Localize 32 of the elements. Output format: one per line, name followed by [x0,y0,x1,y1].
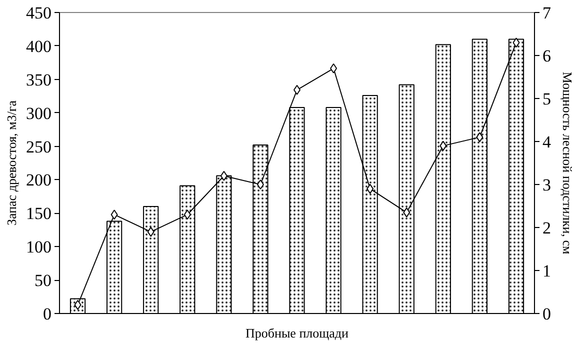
y-axis-title: Запас древостоя, м3/га [4,100,19,226]
y-tick-label: 250 [26,137,52,156]
y-tick-label: 450 [26,4,52,22]
y2-tick-label: 0 [542,304,551,324]
point [476,132,484,142]
point [256,180,264,190]
point [330,63,338,74]
x-axis-title: Пробные площади [245,326,349,340]
point [184,210,191,220]
point [403,207,410,218]
point [512,38,520,48]
y-tick-label: 50 [34,271,52,290]
y2-tick-label: 2 [542,218,551,238]
point [220,170,228,181]
y-tick-label: 0 [43,304,52,324]
y2-tick-label: 3 [542,176,551,194]
y-tick-label: 100 [26,238,52,257]
y-tick-label: 300 [26,104,52,123]
y-tick-label: 400 [26,36,52,56]
point [147,226,154,237]
point [366,184,374,194]
y-tick-label: 150 [26,204,52,224]
point [110,210,118,220]
y2-tick-label: 4 [542,132,552,152]
y2-tick-label: 5 [542,90,551,108]
y2-axis-title: Мощность лесной подстилки, см [560,72,575,254]
y2-tick-label: 6 [542,46,551,66]
point [440,140,447,151]
y2-tick-label: 1 [542,262,551,280]
y-tick-label: 200 [26,170,52,190]
y-tick-label: 350 [26,70,52,90]
y2-tick-label: 7 [542,4,552,22]
